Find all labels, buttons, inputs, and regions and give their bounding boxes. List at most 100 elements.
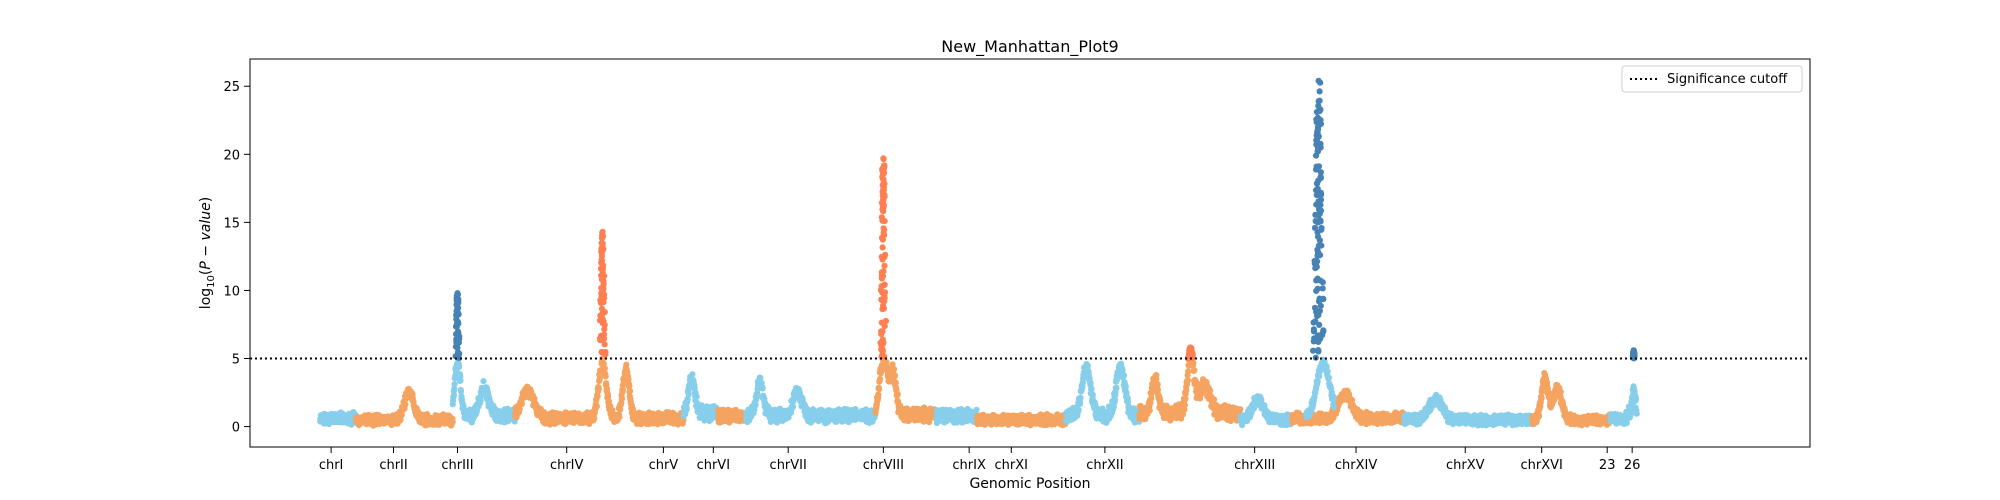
chart-title: New_Manhattan_Plot9 (941, 37, 1118, 57)
chrom-chrviii-significant-point (879, 217, 886, 224)
chrom-chrxii-point (1190, 359, 1197, 366)
chrom-chriv-point (625, 376, 632, 383)
chrom-chrxii-point (1181, 401, 1188, 408)
chrom-chrviii-point (876, 386, 883, 393)
chrom-chriii-peak-point (454, 290, 461, 297)
chrom-chriv-significant-point (598, 348, 605, 356)
chrom-chrxi-point (1075, 406, 1082, 414)
chrom-chrv-point (683, 406, 690, 413)
chrom-chriii-significant-point (454, 305, 461, 312)
chrom-chrxi-point (1112, 397, 1119, 404)
chrom-chrxii-peak-point (1187, 344, 1194, 351)
chrom-chriv-point (601, 365, 608, 372)
chrom-chrviii-point (894, 391, 901, 398)
data-points (317, 77, 1640, 429)
chrom-chrviii-significant-point (880, 202, 888, 209)
chrom-chrviii-peak-point (880, 155, 887, 162)
chrom-chrviii-significant-point (879, 167, 886, 174)
chrom-chrxii-point (1211, 396, 1218, 403)
chrom-chriii-point (451, 385, 458, 392)
chrom-chrviii-significant-point (877, 339, 884, 346)
chrom-chriii-significant-point (454, 298, 461, 305)
chrom-chrvii-point (759, 385, 766, 392)
chrom-chrviii-significant-point (879, 289, 886, 296)
chrom-chriv-significant-point (598, 256, 605, 263)
chrom-chriv-point (605, 393, 612, 400)
chrom-chrxi-point (1089, 391, 1096, 398)
chrom-chriv-significant-point (600, 277, 607, 284)
chrom-chrxi-point (1087, 380, 1094, 387)
chrom-chriv-significant-point (600, 285, 607, 292)
chrom-chriv-point (626, 388, 634, 395)
chrom-chrviii-significant-point (881, 262, 888, 269)
chrom-chrviii-point (892, 379, 899, 386)
chrom-chriii-significant-point (453, 331, 460, 338)
chrom-chriv-significant-point (601, 335, 608, 342)
chrom-chriv-significant-point (599, 270, 606, 277)
chrom-chrxi-point (1077, 394, 1084, 401)
chrom-chrviii-significant-point (881, 323, 888, 330)
chrom-chrxii-point (1185, 368, 1192, 375)
chrom-chrviii-significant-point (879, 348, 886, 355)
chrom-chriv-point (595, 385, 602, 392)
chrom-chrv-point (684, 396, 691, 403)
chrom-chrviii-point (875, 391, 882, 398)
chrom-chrviii-significant-point (878, 275, 886, 282)
chrom-chrii-point (449, 418, 456, 425)
chrom-chrxii-point (1154, 381, 1161, 388)
chrom-chrviii-significant-point (880, 302, 887, 309)
chrom-chrviii-significant-point (880, 180, 887, 187)
chrom-chriv-point (604, 385, 611, 392)
chrom-chrviii-point (877, 375, 884, 382)
chrom-chrv-point (693, 393, 700, 400)
chrom-chrxi-point (1119, 366, 1126, 374)
chrom-chriv-point (619, 386, 627, 393)
chrom-chriv-significant-point (599, 248, 606, 255)
chrom-chriv-point (591, 415, 598, 422)
chrom-chrxii-point (1184, 377, 1191, 384)
chrom-chriv-point (518, 400, 526, 407)
chrom-chriv-significant-point (600, 299, 607, 306)
chrom-chrv-point (685, 391, 692, 398)
chrom-chriv-significant-point (600, 318, 607, 325)
chrom-chrv-point (689, 371, 696, 378)
chrom-chrviii-significant-point (880, 194, 887, 201)
chrom-chriii-point (480, 378, 487, 385)
chrom-chriv-point (629, 406, 637, 413)
chrom-chriv-point (600, 360, 607, 367)
chrom-chrviii-significant-point (879, 256, 886, 263)
chrom-chriv-point (626, 383, 633, 390)
chrom-chriii-point (455, 364, 463, 371)
chrom-chrxii-point (1237, 406, 1244, 413)
chrom-chrviii-significant-point (881, 295, 888, 302)
chrom-chriv-point (593, 403, 600, 410)
chrom-chriv-point (616, 414, 623, 421)
chrom-chrxii-point (1153, 372, 1160, 379)
chrom-chriii-significant-point (454, 344, 461, 351)
chrom-chriii-point (457, 377, 464, 384)
chrom-chrviii-point (890, 366, 898, 373)
chrom-chriii-point (477, 398, 484, 405)
chrom-chrxii-point (1183, 386, 1190, 393)
chrom-chrii-point (402, 401, 409, 408)
chrom-chriv-point (618, 395, 626, 402)
chrom-chrviii-significant-point (881, 226, 888, 233)
chrom-chriii-significant-point (454, 321, 461, 328)
chrom-chriv-point (594, 393, 601, 400)
chrom-chriv-significant-point (601, 326, 608, 333)
chrom-chrviii-significant-point (879, 244, 886, 251)
chrom-chriii-point (450, 392, 458, 399)
chrom-chriv-point (602, 373, 609, 380)
chrom-chrxii-point (1146, 407, 1153, 414)
chrom-chriv-significant-point (601, 341, 608, 348)
chrom-chriv-peak-point (599, 228, 606, 235)
chrom-chriv-point (605, 398, 613, 405)
chrom-chrxi-point (1088, 385, 1095, 392)
chrom-chrviii-point (891, 372, 899, 379)
chrom-chrvii-point (789, 403, 797, 410)
chrom-chriii-point (457, 388, 465, 395)
chrom-chrxi-point (1120, 372, 1128, 379)
chrom-chrxii-point (1191, 367, 1198, 374)
chrom-chrviii-significant-point (881, 281, 888, 288)
